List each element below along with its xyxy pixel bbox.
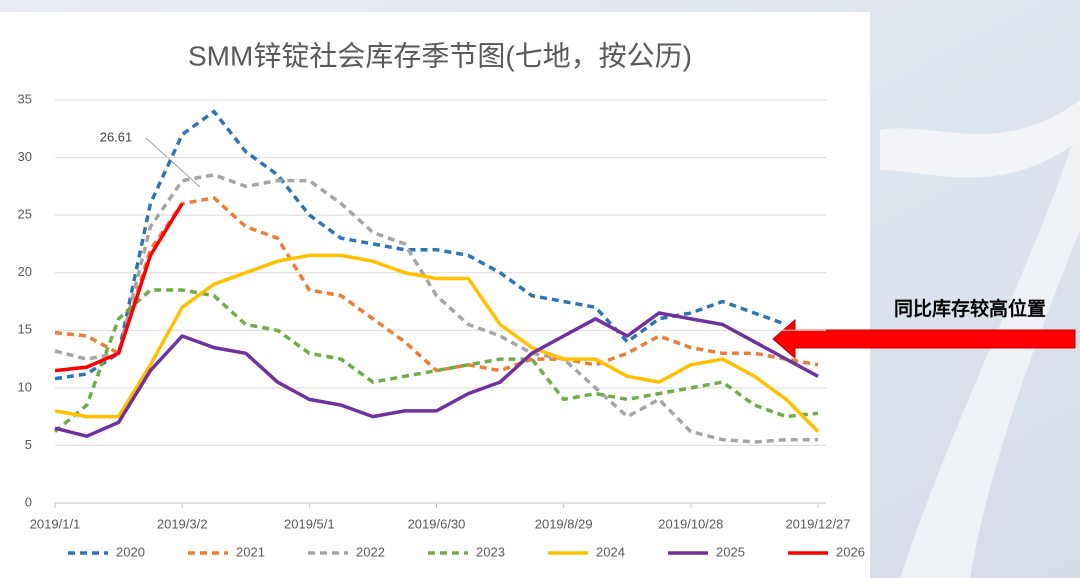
y-tick-label: 30: [18, 149, 32, 164]
legend-label: 2025: [716, 544, 745, 559]
x-tick-label: 2019/10/28: [658, 516, 723, 531]
x-tick-label: 2019/1/1: [30, 516, 81, 531]
series-line: [54, 173, 818, 444]
legend-label: 2026: [836, 544, 865, 559]
series-line: [54, 311, 819, 438]
legend-label: 2020: [116, 544, 145, 559]
decoration: [880, 100, 1080, 178]
x-tick-label: 2019/8/29: [535, 516, 593, 531]
y-tick-label: 15: [18, 322, 32, 337]
series-line: [54, 109, 787, 381]
series-line: [54, 202, 184, 373]
x-tick-label: 2019/5/1: [284, 516, 335, 531]
y-tick-label: 20: [18, 264, 32, 279]
y-tick-label: 35: [18, 91, 32, 106]
y-tick-label: 5: [25, 437, 32, 452]
x-tick-label: 2019/3/2: [157, 516, 208, 531]
series-line: [54, 253, 820, 433]
chart-title: SMM锌锭社会库存季节图(七地，按公历): [188, 40, 692, 71]
y-tick-label: 0: [25, 494, 32, 509]
legend-label: 2024: [596, 544, 625, 559]
series-line: [53, 288, 819, 433]
data-label: 26.61: [100, 129, 133, 144]
x-tick-label: 2019/6/30: [408, 516, 466, 531]
legend-label: 2022: [356, 544, 385, 559]
decoration: [900, 120, 1080, 578]
legend-label: 2021: [236, 544, 265, 559]
arrow: [772, 318, 1076, 360]
y-tick-label: 25: [18, 207, 32, 222]
y-tick-label: 10: [18, 379, 32, 394]
x-tick-label: 2019/12/27: [785, 516, 850, 531]
leader-line: [145, 137, 201, 188]
legend-label: 2023: [476, 544, 505, 559]
callout: 同比库存较高位置: [894, 297, 1046, 320]
